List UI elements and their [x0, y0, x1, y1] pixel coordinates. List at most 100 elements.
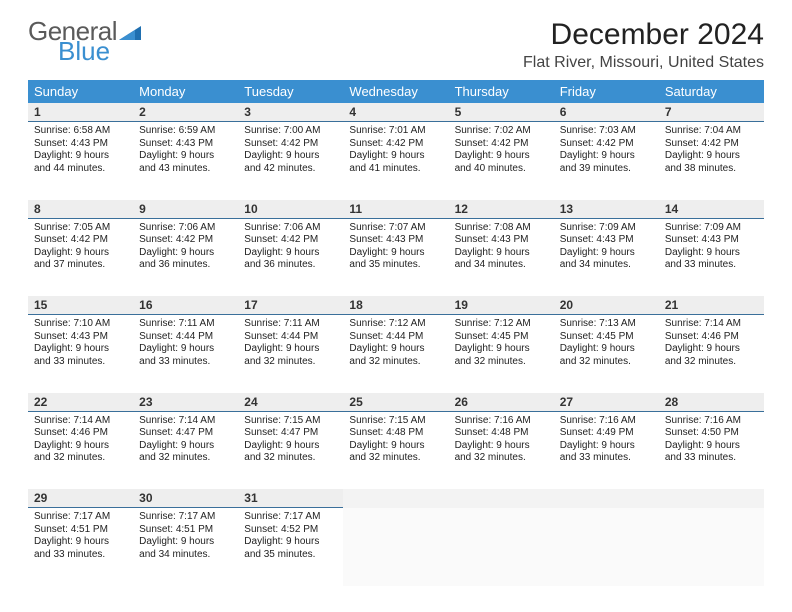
day-content-cell: Sunrise: 7:06 AMSunset: 4:42 PMDaylight:… [238, 218, 343, 296]
day-content-cell [554, 508, 659, 586]
sunrise-text: Sunrise: 7:01 AM [349, 125, 442, 138]
daylight-text: Daylight: 9 hours and 32 minutes. [665, 343, 758, 368]
day-content-cell: Sunrise: 7:01 AMSunset: 4:42 PMDaylight:… [343, 122, 448, 200]
day-content-cell: Sunrise: 7:11 AMSunset: 4:44 PMDaylight:… [133, 315, 238, 393]
day-number-cell: 8 [28, 200, 133, 219]
day-number-cell: 2 [133, 103, 238, 122]
day-content-cell: Sunrise: 7:11 AMSunset: 4:44 PMDaylight:… [238, 315, 343, 393]
daylight-text: Daylight: 9 hours and 38 minutes. [665, 150, 758, 175]
sunset-text: Sunset: 4:47 PM [244, 427, 337, 440]
sunset-text: Sunset: 4:46 PM [34, 427, 127, 440]
month-title: December 2024 [523, 18, 764, 52]
sunset-text: Sunset: 4:51 PM [139, 524, 232, 537]
daylight-text: Daylight: 9 hours and 32 minutes. [244, 440, 337, 465]
daylight-text: Daylight: 9 hours and 33 minutes. [560, 440, 653, 465]
sunrise-text: Sunrise: 7:10 AM [34, 318, 127, 331]
sunrise-text: Sunrise: 7:17 AM [139, 511, 232, 524]
day-content-cell: Sunrise: 7:09 AMSunset: 4:43 PMDaylight:… [554, 218, 659, 296]
day-number-row: 293031 [28, 489, 764, 508]
day-number-cell: 10 [238, 200, 343, 219]
day-content-cell: Sunrise: 7:02 AMSunset: 4:42 PMDaylight:… [449, 122, 554, 200]
day-number-cell: 22 [28, 393, 133, 412]
sunset-text: Sunset: 4:42 PM [665, 138, 758, 151]
day-number-cell: 11 [343, 200, 448, 219]
day-number-cell: 30 [133, 489, 238, 508]
day-content-cell: Sunrise: 7:17 AMSunset: 4:51 PMDaylight:… [28, 508, 133, 586]
daylight-text: Daylight: 9 hours and 33 minutes. [34, 343, 127, 368]
day-number-cell: 5 [449, 103, 554, 122]
day-number-cell: 19 [449, 296, 554, 315]
sunrise-text: Sunrise: 7:00 AM [244, 125, 337, 138]
day-number-cell: 17 [238, 296, 343, 315]
sunrise-text: Sunrise: 7:16 AM [560, 415, 653, 428]
sunset-text: Sunset: 4:43 PM [139, 138, 232, 151]
day-header: Thursday [449, 80, 554, 103]
day-number-cell: 7 [659, 103, 764, 122]
calendar-page: General Blue December 2024 Flat River, M… [0, 0, 792, 604]
day-content-cell: Sunrise: 7:03 AMSunset: 4:42 PMDaylight:… [554, 122, 659, 200]
day-content-cell: Sunrise: 7:17 AMSunset: 4:52 PMDaylight:… [238, 508, 343, 586]
day-number-cell: 1 [28, 103, 133, 122]
day-content-row: Sunrise: 6:58 AMSunset: 4:43 PMDaylight:… [28, 122, 764, 200]
daylight-text: Daylight: 9 hours and 35 minutes. [244, 536, 337, 561]
day-content-cell [659, 508, 764, 586]
daylight-text: Daylight: 9 hours and 37 minutes. [34, 247, 127, 272]
day-header: Friday [554, 80, 659, 103]
day-content-cell: Sunrise: 7:17 AMSunset: 4:51 PMDaylight:… [133, 508, 238, 586]
sunrise-text: Sunrise: 7:11 AM [139, 318, 232, 331]
day-number-cell: 3 [238, 103, 343, 122]
daylight-text: Daylight: 9 hours and 32 minutes. [560, 343, 653, 368]
sunrise-text: Sunrise: 7:05 AM [34, 222, 127, 235]
sunset-text: Sunset: 4:43 PM [560, 234, 653, 247]
day-content-cell: Sunrise: 7:14 AMSunset: 4:46 PMDaylight:… [659, 315, 764, 393]
day-header: Tuesday [238, 80, 343, 103]
day-content-cell: Sunrise: 7:12 AMSunset: 4:44 PMDaylight:… [343, 315, 448, 393]
sunrise-text: Sunrise: 7:07 AM [349, 222, 442, 235]
sunrise-text: Sunrise: 7:11 AM [244, 318, 337, 331]
sunset-text: Sunset: 4:42 PM [34, 234, 127, 247]
day-number-cell: 9 [133, 200, 238, 219]
sunset-text: Sunset: 4:42 PM [349, 138, 442, 151]
calendar-table: Sunday Monday Tuesday Wednesday Thursday… [28, 80, 764, 586]
day-content-cell [343, 508, 448, 586]
daylight-text: Daylight: 9 hours and 33 minutes. [139, 343, 232, 368]
logo-word2: Blue [58, 38, 141, 64]
sunrise-text: Sunrise: 7:14 AM [665, 318, 758, 331]
sunset-text: Sunset: 4:42 PM [139, 234, 232, 247]
logo: General Blue [28, 18, 141, 64]
day-header-row: Sunday Monday Tuesday Wednesday Thursday… [28, 80, 764, 103]
daylight-text: Daylight: 9 hours and 43 minutes. [139, 150, 232, 175]
day-number-cell: 21 [659, 296, 764, 315]
day-number-cell: 20 [554, 296, 659, 315]
daylight-text: Daylight: 9 hours and 36 minutes. [139, 247, 232, 272]
sunset-text: Sunset: 4:43 PM [455, 234, 548, 247]
day-number-cell [449, 489, 554, 508]
sunrise-text: Sunrise: 6:59 AM [139, 125, 232, 138]
sunrise-text: Sunrise: 7:16 AM [665, 415, 758, 428]
day-number-cell: 12 [449, 200, 554, 219]
sunrise-text: Sunrise: 7:09 AM [665, 222, 758, 235]
daylight-text: Daylight: 9 hours and 32 minutes. [244, 343, 337, 368]
sunrise-text: Sunrise: 7:16 AM [455, 415, 548, 428]
title-block: December 2024 Flat River, Missouri, Unit… [523, 18, 764, 72]
sunset-text: Sunset: 4:45 PM [560, 331, 653, 344]
day-content-cell: Sunrise: 7:16 AMSunset: 4:50 PMDaylight:… [659, 411, 764, 489]
day-content-cell: Sunrise: 6:59 AMSunset: 4:43 PMDaylight:… [133, 122, 238, 200]
sunset-text: Sunset: 4:47 PM [139, 427, 232, 440]
day-number-cell: 25 [343, 393, 448, 412]
day-number-cell: 27 [554, 393, 659, 412]
day-content-row: Sunrise: 7:05 AMSunset: 4:42 PMDaylight:… [28, 218, 764, 296]
day-number-row: 22232425262728 [28, 393, 764, 412]
daylight-text: Daylight: 9 hours and 32 minutes. [455, 343, 548, 368]
day-content-cell: Sunrise: 7:00 AMSunset: 4:42 PMDaylight:… [238, 122, 343, 200]
day-content-cell: Sunrise: 7:15 AMSunset: 4:47 PMDaylight:… [238, 411, 343, 489]
sunset-text: Sunset: 4:51 PM [34, 524, 127, 537]
sunset-text: Sunset: 4:49 PM [560, 427, 653, 440]
day-number-row: 1234567 [28, 103, 764, 122]
sunrise-text: Sunrise: 7:12 AM [455, 318, 548, 331]
day-number-cell: 31 [238, 489, 343, 508]
day-content-cell: Sunrise: 7:14 AMSunset: 4:46 PMDaylight:… [28, 411, 133, 489]
sunrise-text: Sunrise: 7:12 AM [349, 318, 442, 331]
sunrise-text: Sunrise: 7:17 AM [34, 511, 127, 524]
day-number-cell: 4 [343, 103, 448, 122]
